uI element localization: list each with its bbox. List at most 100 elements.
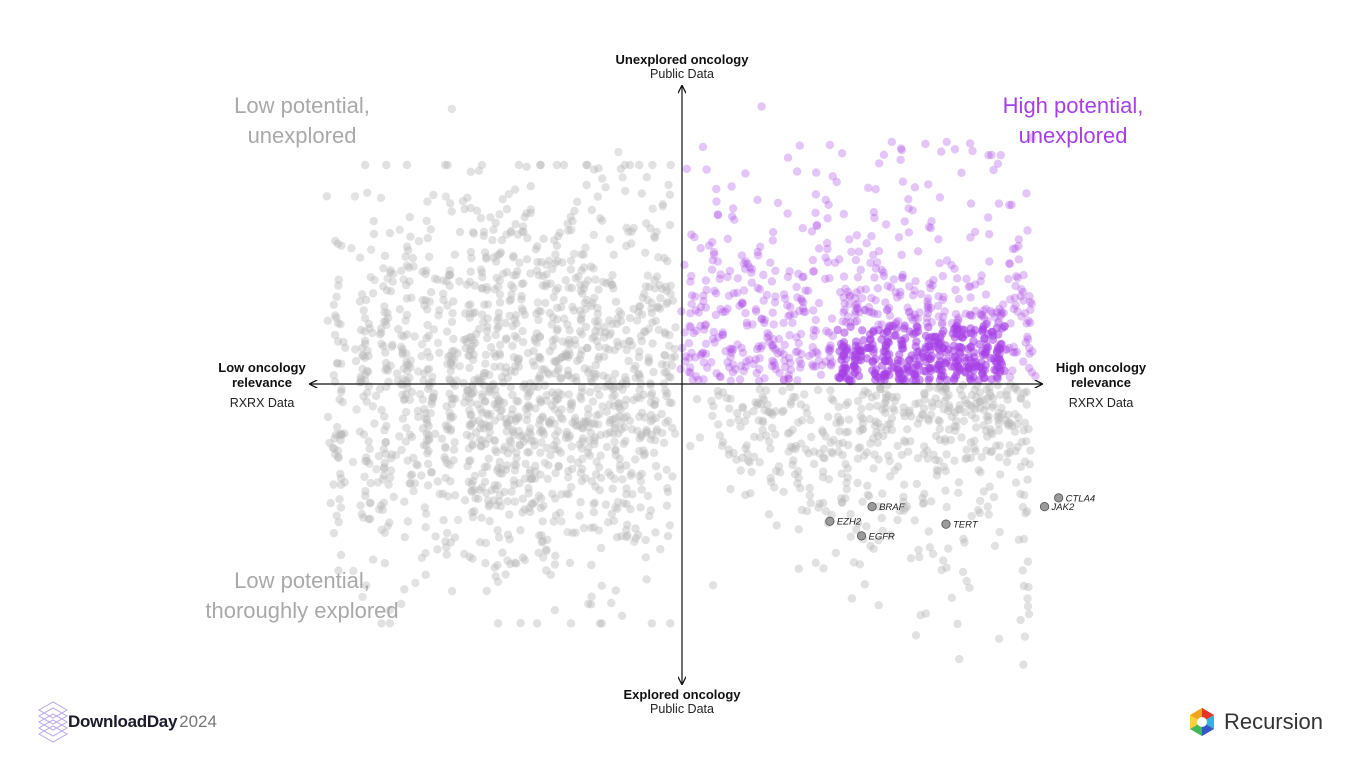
gene-dot xyxy=(1008,421,1017,431)
gene-dot xyxy=(423,365,432,375)
gene-dot xyxy=(429,325,438,334)
gene-dot xyxy=(467,332,476,342)
gene-dot xyxy=(769,358,779,367)
gene-dot xyxy=(590,420,600,429)
gene-dot xyxy=(424,364,434,374)
gene-dot xyxy=(772,521,781,530)
gene-dot xyxy=(870,213,879,223)
gene-dot xyxy=(660,351,670,360)
gene-dot xyxy=(514,414,523,423)
gene-dot xyxy=(579,523,589,533)
gene-dot xyxy=(576,469,585,478)
gene-dot xyxy=(904,228,914,237)
gene-dot xyxy=(891,319,900,329)
gene-dot xyxy=(702,165,711,174)
gene-dot xyxy=(614,147,623,157)
gene-dot xyxy=(970,436,979,445)
gene-dot xyxy=(468,381,477,390)
gene-dot xyxy=(513,267,522,276)
gene-dot xyxy=(837,469,846,478)
gene-dot xyxy=(503,449,513,458)
gene-dot xyxy=(797,359,806,369)
gene-dot xyxy=(879,150,889,159)
gene-dot xyxy=(465,552,474,561)
gene-dot xyxy=(508,390,517,400)
gene-dot xyxy=(982,412,991,422)
gene-dot xyxy=(424,252,434,261)
gene-dot xyxy=(845,292,855,301)
gene-dot xyxy=(755,354,764,363)
gene-dot xyxy=(552,241,562,250)
gene-dot xyxy=(610,391,619,400)
gene-dot xyxy=(923,297,932,306)
gene-dot xyxy=(435,306,444,315)
gene-dot xyxy=(745,263,754,272)
gene-dot xyxy=(544,417,554,427)
gene-dot xyxy=(362,453,371,462)
gene-dot xyxy=(378,505,387,514)
gene-dot xyxy=(482,285,492,295)
gene-dot xyxy=(646,417,656,426)
gene-dot xyxy=(465,363,474,372)
gene-dot xyxy=(465,313,475,322)
gene-dot xyxy=(812,220,822,230)
gene-dot xyxy=(422,435,432,445)
gene-dot xyxy=(350,192,360,201)
gene-dot xyxy=(870,273,879,282)
gene-dot xyxy=(495,349,504,358)
gene-dot xyxy=(750,452,759,462)
gene-dot xyxy=(648,415,657,424)
gene-dot xyxy=(1020,418,1030,427)
gene-dot xyxy=(482,326,492,336)
gene-dot xyxy=(753,195,762,205)
gene-dot xyxy=(779,350,788,359)
gene-dot xyxy=(844,440,853,450)
gene-dot xyxy=(753,247,762,257)
gene-dot xyxy=(522,255,532,264)
gene-dot xyxy=(366,498,375,507)
gene-dot xyxy=(485,387,494,397)
gene-dot xyxy=(796,294,806,304)
gene-dot xyxy=(831,258,840,267)
gene-dot xyxy=(757,314,766,323)
gene-dot xyxy=(891,331,900,340)
gene-dot xyxy=(941,466,950,476)
gene-dot xyxy=(691,306,700,315)
gene-dot xyxy=(759,296,768,305)
gene-dot xyxy=(527,436,536,445)
gene-dot xyxy=(632,393,642,402)
gene-dot xyxy=(846,322,855,332)
gene-dot xyxy=(512,454,521,463)
gene-dot xyxy=(621,186,630,196)
gene-dot xyxy=(501,570,510,579)
gene-dot xyxy=(585,451,595,460)
gene-dot xyxy=(898,344,907,353)
gene-dot xyxy=(381,365,390,375)
gene-dot xyxy=(770,298,780,307)
gene-dot xyxy=(809,306,818,315)
gene-dot xyxy=(476,404,485,414)
gene-dot xyxy=(402,423,411,432)
gene-dot xyxy=(851,307,860,316)
gene-dot xyxy=(490,435,499,445)
gene-dot xyxy=(446,351,455,361)
gene-dot xyxy=(535,332,544,341)
gene-dot xyxy=(421,266,431,275)
gene-dot xyxy=(499,445,508,455)
gene-dot xyxy=(747,278,756,287)
gene-label-tert: TERT xyxy=(953,520,979,531)
gene-dot xyxy=(889,275,899,284)
gene-dot xyxy=(984,412,993,421)
gene-dot xyxy=(989,165,998,175)
gene-dot xyxy=(652,425,662,434)
gene-dot xyxy=(799,307,808,316)
gene-dot xyxy=(809,362,818,371)
gene-dot xyxy=(429,190,438,200)
gene-dot xyxy=(906,312,916,322)
gene-dot xyxy=(507,281,516,290)
gene-dot xyxy=(783,272,793,282)
gene-dot xyxy=(667,353,676,363)
gene-dot xyxy=(644,353,653,362)
gene-dot xyxy=(583,160,592,170)
gene-dot xyxy=(418,295,427,305)
